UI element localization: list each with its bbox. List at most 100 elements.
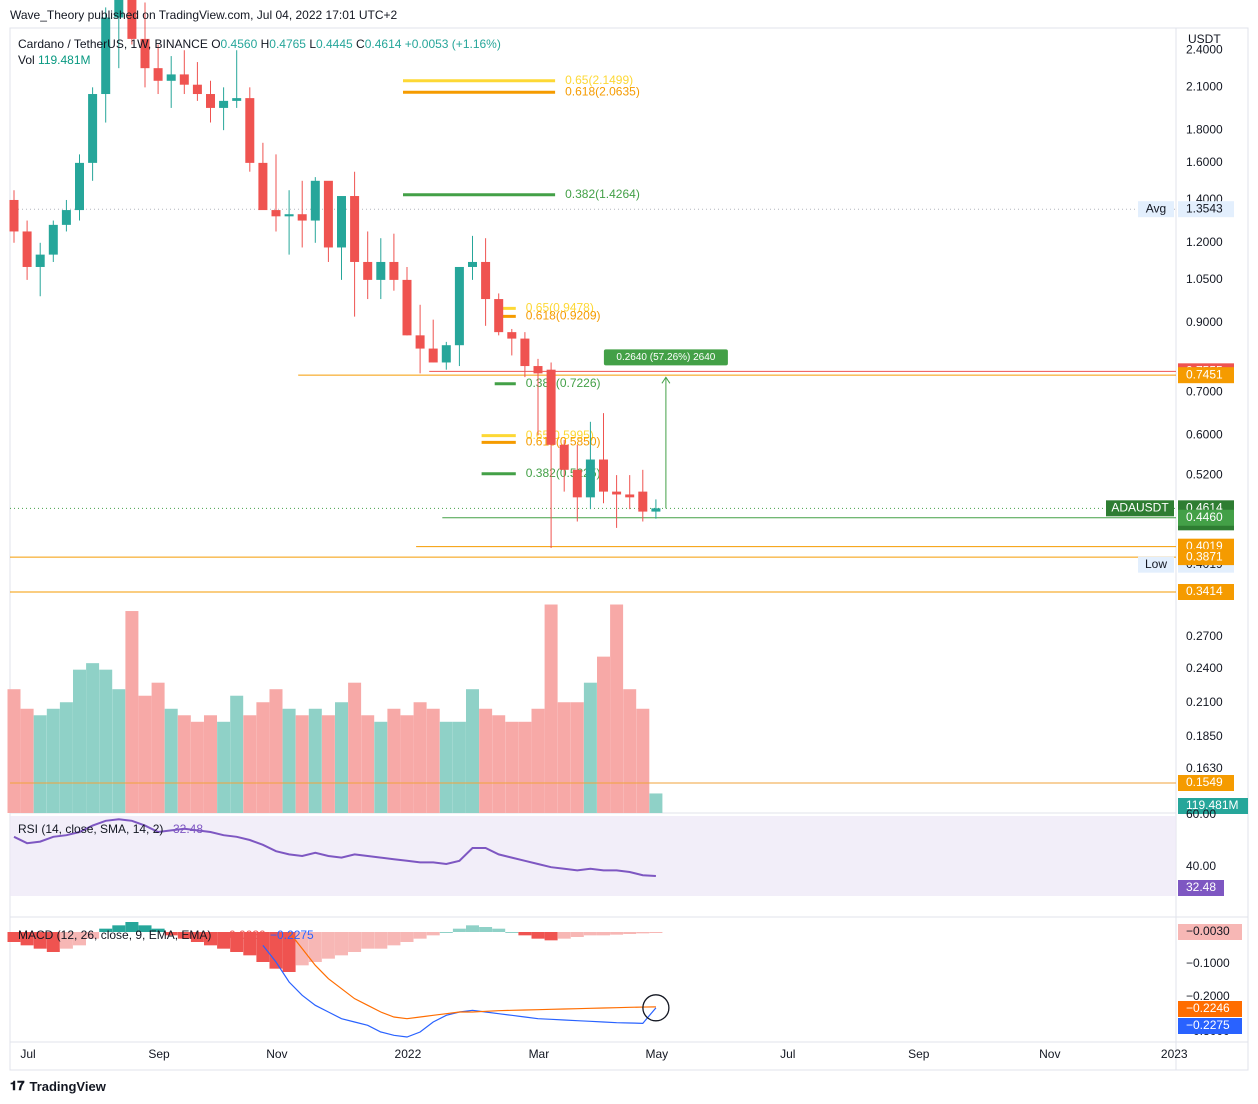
volume-bar [177, 715, 191, 813]
price-tick-label: 0.5200 [1186, 467, 1223, 481]
high-label: H [260, 37, 270, 51]
candle [585, 421, 595, 510]
chart-frame [9, 27, 1249, 1071]
candle [232, 50, 242, 108]
macd-histogram-bar [544, 932, 558, 941]
candle [35, 242, 45, 297]
volume-bar [636, 708, 650, 813]
candle [494, 293, 504, 336]
candle [284, 190, 294, 255]
open-value: 0.4560 [220, 37, 258, 51]
macd-histogram-bar [33, 932, 47, 949]
macd-histogram-bar [73, 932, 86, 946]
time-tick-label: Sep [148, 1047, 170, 1061]
candle-body [494, 299, 504, 333]
price-tick-label: 0.7000 [1186, 385, 1223, 399]
volume-bar [466, 689, 479, 813]
candle [350, 171, 360, 317]
symbol-name[interactable]: Cardano / TetherUS, 1W, BINANCE [18, 37, 208, 51]
volume-bar [256, 702, 270, 813]
price-tag-label: Low [1145, 557, 1167, 571]
volume-bar [20, 708, 34, 813]
price-badge-text: 0.3871 [1186, 549, 1223, 563]
candle-body [179, 74, 189, 85]
volume-bar [138, 695, 152, 813]
volume-bar [348, 682, 362, 813]
volume-bar [59, 702, 73, 813]
price-badge-text: 1.3543 [1186, 201, 1223, 215]
macd-histogram-bar [649, 932, 663, 933]
volume-bar [269, 689, 283, 813]
macd-badge [1178, 1018, 1242, 1034]
candle [127, 0, 137, 45]
candle [428, 319, 438, 363]
macd-histogram-bar [466, 925, 479, 932]
fib-level-label: 0.618(2.0635) [565, 84, 640, 98]
candle-body [481, 261, 491, 300]
candle [337, 196, 346, 280]
time-tick-label: Mar [529, 1047, 550, 1061]
volume-bar [623, 689, 637, 813]
price-tick-label: 1.6000 [1186, 155, 1223, 169]
candle-body [101, 17, 111, 95]
close-label: C [356, 37, 365, 51]
change-value: +0.0053 (+1.16%) [404, 37, 501, 51]
macd-histogram-bar [348, 932, 362, 952]
candle-body [232, 98, 242, 101]
macd-histogram-bar [190, 932, 204, 942]
rsi-value: 32.48 [173, 822, 203, 836]
candle [271, 154, 281, 232]
candle-body [337, 196, 346, 248]
fib-level-label: 0.65(0.9478) [526, 301, 594, 315]
macd-histogram-bar [125, 922, 139, 932]
macd-histogram-bar [46, 932, 60, 952]
macd-histogram-bar [505, 932, 519, 933]
volume-bar [46, 708, 60, 813]
macd-histogram-bar [583, 932, 597, 936]
candle [48, 220, 58, 262]
fib-level-label: 0.65(2.1499) [565, 73, 633, 87]
rsi-tick-label: 60.00 [1186, 807, 1216, 821]
candle [468, 235, 477, 280]
macd-histogram-bar [518, 932, 532, 936]
candle-body [546, 369, 556, 445]
price-tag-label: ADAUSDT [1111, 500, 1169, 514]
candle-body [428, 348, 438, 363]
tradingview-logo-icon: 𝟏𝟕 [10, 1078, 25, 1093]
price-tag-box [1106, 500, 1174, 517]
candle-body [572, 469, 582, 498]
price-badge [1178, 549, 1234, 566]
volume-bar [570, 702, 584, 813]
macd-badge [1178, 924, 1242, 940]
footer-brand[interactable]: 𝟏𝟕 TradingView [10, 1078, 106, 1094]
candle-body [192, 84, 202, 95]
volume-value: 119.481M [38, 53, 91, 67]
volume-bar [413, 702, 427, 813]
macd-histogram-bar [439, 932, 453, 933]
candle-body [625, 494, 635, 498]
macd-histogram-bar [400, 932, 414, 942]
candle-body [271, 210, 281, 217]
volume-bar [505, 721, 519, 813]
volume-bar [479, 708, 493, 813]
volume-bar [308, 708, 322, 813]
candle [612, 475, 622, 528]
fib-level-label: 0.382(0.7226) [526, 376, 601, 390]
fib-level-label: 0.65(0.5995) [526, 428, 594, 442]
fib-level-label: 0.618(0.9209) [526, 309, 601, 323]
measure-label: 0.2640 (57.26%) 2640 [616, 352, 715, 363]
volume-badge-text: 119.481M [1186, 798, 1238, 812]
candle [546, 362, 556, 548]
candle-body [166, 74, 176, 81]
candle-body [402, 279, 412, 336]
candle [88, 87, 98, 181]
candle-body [350, 196, 360, 262]
candle [520, 332, 530, 378]
volume-bar [452, 721, 466, 813]
volume-bar [164, 708, 178, 813]
candle [599, 413, 608, 504]
volume-bar [583, 682, 597, 813]
macd-title: MACD (12, 26, close, 9, EMA, EMA) [18, 928, 211, 942]
volume-bar [374, 721, 388, 813]
